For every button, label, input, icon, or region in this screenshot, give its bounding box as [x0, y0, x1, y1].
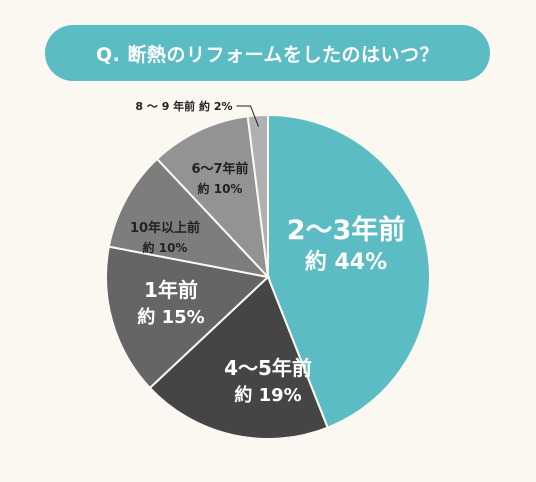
slice-value-2: 約 15%: [137, 306, 204, 328]
leader-line-5: [236, 105, 260, 127]
slice-value-0: 約 44%: [305, 249, 387, 275]
slice-name-2: 1年前: [144, 278, 198, 302]
slice-name-1: 4〜5年前: [224, 356, 312, 380]
slice-value-4: 約 10%: [198, 181, 243, 196]
slice-name-3: 10年以上前: [130, 220, 200, 236]
slice-value-1: 約 19%: [234, 384, 301, 406]
pie-slice-0: [267, 113, 431, 429]
pie-slice-3: [107, 157, 271, 279]
slice-label-5: 8 〜 9 年前 約 2%: [135, 99, 232, 113]
slice-name-4: 6〜7年前: [191, 161, 248, 177]
pie-slice-1: [148, 275, 329, 440]
slice-name-0: 2〜3年前: [287, 214, 406, 246]
question-banner: Q. 断熱のリフォームをしたのはいつ？: [45, 25, 490, 81]
slice-value-3: 約 10%: [143, 240, 188, 255]
pie-slice-5: [246, 113, 269, 278]
question-title: Q. 断熱のリフォームをしたのはいつ？: [96, 43, 439, 66]
pie-slice-2: [104, 245, 271, 390]
pie-slice-4: [155, 115, 270, 280]
